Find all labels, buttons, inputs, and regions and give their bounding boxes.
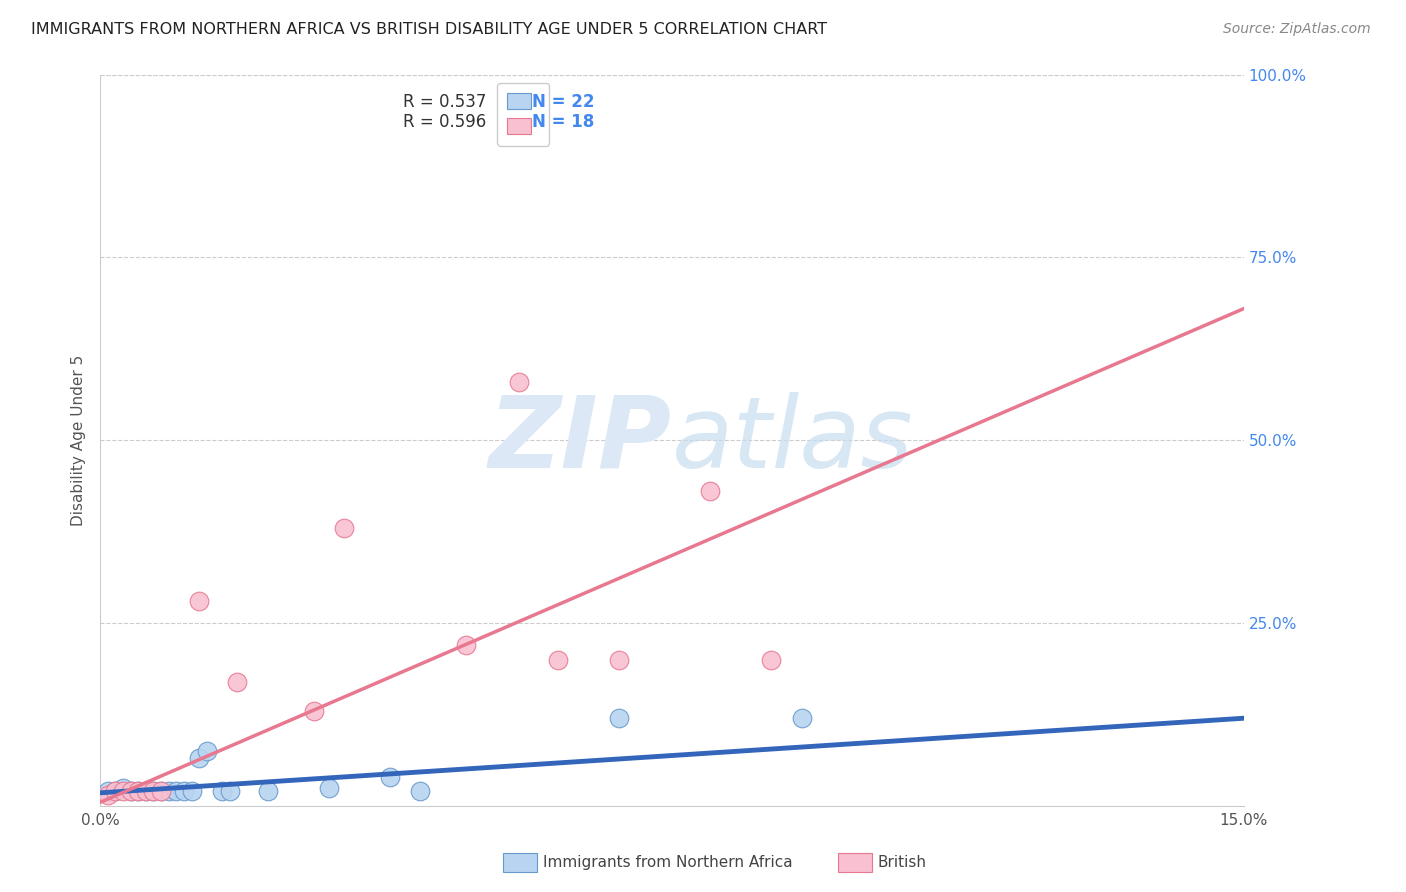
- Point: [699, 484, 721, 499]
- Point: [165, 784, 187, 798]
- Point: [378, 770, 401, 784]
- Point: [188, 751, 211, 765]
- Legend: , : ,: [498, 83, 550, 145]
- Point: [211, 784, 233, 798]
- Point: [547, 653, 569, 667]
- Point: [456, 638, 478, 652]
- Point: [97, 784, 120, 798]
- Text: R = 0.596: R = 0.596: [404, 113, 486, 131]
- Point: [333, 521, 356, 535]
- Text: British: British: [877, 855, 927, 870]
- Point: [607, 711, 630, 725]
- Point: [142, 784, 165, 798]
- Point: [157, 784, 180, 798]
- Point: [173, 784, 195, 798]
- Point: [790, 711, 813, 725]
- Text: R = 0.537: R = 0.537: [404, 93, 486, 111]
- Point: [508, 375, 530, 389]
- Point: [218, 784, 240, 798]
- Text: Immigrants from Northern Africa: Immigrants from Northern Africa: [543, 855, 793, 870]
- Point: [135, 784, 157, 798]
- Point: [188, 594, 211, 608]
- Point: [127, 784, 149, 798]
- Text: N = 22: N = 22: [533, 93, 595, 111]
- Y-axis label: Disability Age Under 5: Disability Age Under 5: [72, 355, 86, 526]
- Point: [409, 784, 432, 798]
- Point: [97, 788, 120, 802]
- Text: Source: ZipAtlas.com: Source: ZipAtlas.com: [1223, 22, 1371, 37]
- Point: [111, 784, 134, 798]
- Text: IMMIGRANTS FROM NORTHERN AFRICA VS BRITISH DISABILITY AGE UNDER 5 CORRELATION CH: IMMIGRANTS FROM NORTHERN AFRICA VS BRITI…: [31, 22, 827, 37]
- Point: [257, 784, 280, 798]
- Point: [302, 704, 325, 718]
- Point: [127, 784, 149, 798]
- Point: [180, 784, 202, 798]
- Point: [759, 653, 782, 667]
- Text: ZIP: ZIP: [489, 392, 672, 489]
- Point: [104, 784, 127, 798]
- Point: [120, 784, 142, 798]
- Point: [120, 784, 142, 798]
- Point: [104, 784, 127, 798]
- Text: N = 18: N = 18: [533, 113, 595, 131]
- Point: [318, 780, 340, 795]
- Point: [111, 780, 134, 795]
- Point: [150, 784, 173, 798]
- Text: atlas: atlas: [672, 392, 914, 489]
- Point: [135, 784, 157, 798]
- Point: [607, 653, 630, 667]
- Point: [195, 744, 218, 758]
- Point: [150, 784, 173, 798]
- Point: [226, 674, 249, 689]
- Point: [142, 784, 165, 798]
